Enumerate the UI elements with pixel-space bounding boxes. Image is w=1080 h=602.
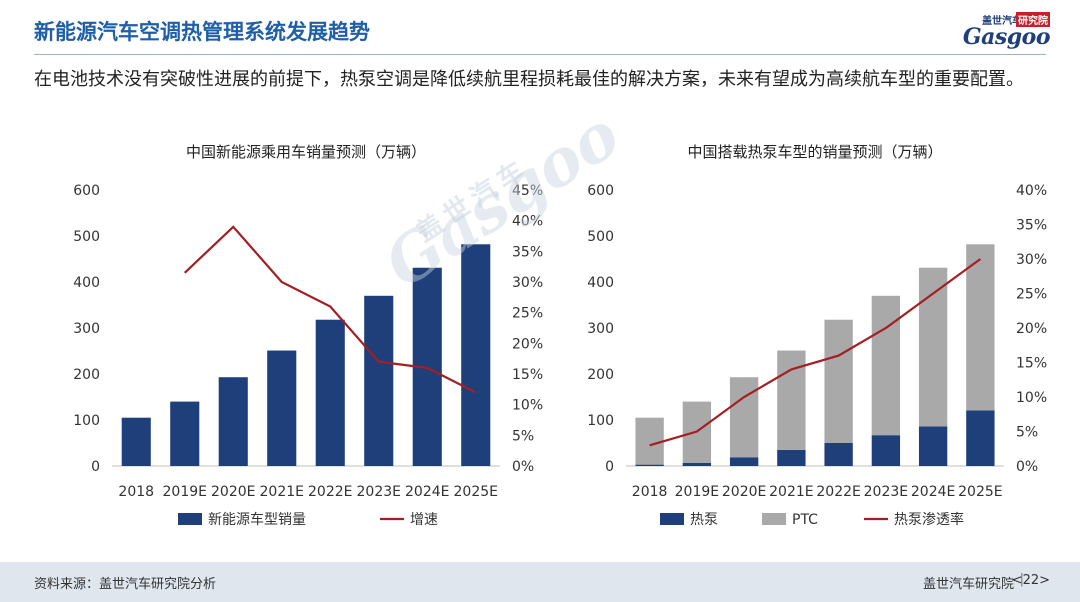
x-tick-label: 2023E bbox=[864, 484, 908, 500]
gasgoo-logo: 盖世汽车 研究院 Gasgoo bbox=[930, 12, 1051, 50]
bar bbox=[218, 377, 248, 466]
x-tick-label: 2021E bbox=[769, 484, 813, 500]
right-tick-label: 30% bbox=[512, 275, 543, 291]
x-tick-label: 2019E bbox=[675, 484, 719, 500]
stack-bar-heat-pump bbox=[824, 443, 853, 466]
right-tick-label: 25% bbox=[1016, 287, 1047, 303]
right-tick-label: 15% bbox=[1016, 356, 1047, 372]
x-tick-label: 2018 bbox=[118, 484, 154, 500]
logo-cn-text: 盖世汽车 bbox=[982, 16, 1022, 27]
right-tick-label: 10% bbox=[512, 398, 543, 414]
right-tick-label: 0% bbox=[512, 459, 534, 475]
right-tick-label: 35% bbox=[1016, 218, 1047, 234]
left-tick-label: 300 bbox=[587, 321, 614, 337]
title-divider bbox=[34, 54, 1046, 55]
right-tick-label: 45% bbox=[512, 183, 543, 199]
x-tick-label: 2024E bbox=[405, 484, 449, 500]
right-tick-label: 30% bbox=[1016, 252, 1047, 268]
bar bbox=[170, 401, 200, 466]
right-tick-label: 40% bbox=[1016, 183, 1047, 199]
stack-bar-heat-pump bbox=[918, 426, 948, 466]
logo-tag: 研究院 bbox=[1016, 12, 1050, 27]
legend-label: 热泵渗透率 bbox=[894, 511, 964, 528]
stack-bar-heat-pump bbox=[966, 410, 995, 466]
x-tick-label: 2022E bbox=[816, 484, 860, 500]
x-tick-label: 2022E bbox=[308, 484, 352, 500]
subtitle: 在电池技术没有突破性进展的前提下，热泵空调是降低续航里程损耗最佳的解决方案，未来… bbox=[34, 69, 1024, 90]
series-line bbox=[649, 258, 982, 447]
legend-label: PTC bbox=[792, 512, 818, 528]
left-tick-label: 600 bbox=[587, 183, 614, 199]
left-tick-label: 0 bbox=[605, 459, 614, 475]
bar bbox=[267, 350, 297, 466]
right-tick-label: 25% bbox=[512, 306, 543, 322]
x-tick-label: 2020E bbox=[722, 484, 766, 500]
left-tick-label: 100 bbox=[73, 413, 100, 429]
stack-bar-heat-pump bbox=[729, 457, 759, 466]
right-tick-label: 15% bbox=[512, 367, 543, 383]
right-tick-label: 10% bbox=[1016, 390, 1047, 406]
stack-bar-heat-pump bbox=[871, 435, 901, 466]
right-tick-label: 20% bbox=[1016, 321, 1047, 337]
left-tick-label: 500 bbox=[73, 229, 100, 245]
x-tick-label: 2025E bbox=[958, 484, 1002, 500]
page-title: 新能源汽车空调热管理系统发展趋势 bbox=[34, 20, 370, 44]
stack-bar-ptc bbox=[635, 417, 664, 465]
right-tick-label: 35% bbox=[512, 244, 543, 260]
left-tick-label: 600 bbox=[73, 183, 100, 199]
x-tick-label: 2019E bbox=[163, 484, 207, 500]
stack-bar-heat-pump bbox=[635, 464, 664, 466]
footer-org: 盖世汽车研究院 bbox=[922, 577, 1014, 592]
right-tick-label: 5% bbox=[512, 428, 534, 444]
legend-label: 新能源车型销量 bbox=[208, 511, 306, 528]
x-tick-label: 2023E bbox=[357, 484, 401, 500]
x-tick-label: 2018 bbox=[632, 484, 668, 500]
x-tick-label: 2020E bbox=[211, 484, 255, 500]
chart-title: 中国搭载热泵车型的销量预测（万辆） bbox=[687, 143, 942, 161]
left-tick-label: 400 bbox=[587, 275, 614, 291]
stack-bar-ptc bbox=[871, 295, 901, 436]
logo-en-text: Gasgoo bbox=[962, 24, 1051, 50]
page-number: <22> bbox=[1011, 573, 1050, 588]
chart-heat-pump-sales: 中国搭载热泵车型的销量预测（万辆） 0 100 200 300 400 500 600 0% 5%… bbox=[560, 140, 1060, 540]
left-tick-label: 100 bbox=[587, 413, 614, 429]
stack-bar-ptc bbox=[918, 267, 948, 427]
chart-nev-sales: 中国新能源乘用车销量预测（万辆） 0 100 200 300 400 500 600 0% 5% 1… bbox=[40, 140, 560, 540]
right-tick-label: 40% bbox=[512, 214, 543, 230]
stack-bar-ptc bbox=[729, 377, 759, 458]
bar bbox=[121, 417, 151, 466]
legend-label: 热泵 bbox=[690, 512, 718, 528]
chart-svg-1: 中国新能源乘用车销量预测（万辆） 0 100 200 300 400 500 600 0% 5% 1… bbox=[73, 143, 543, 528]
chart-svg-2: 中国搭载热泵车型的销量预测（万辆） 0 100 200 300 400 500 600 0% 5%… bbox=[587, 143, 1047, 528]
x-tick-label: 2024E bbox=[911, 484, 955, 500]
right-tick-label: 20% bbox=[512, 336, 543, 352]
x-tick-label: 2021E bbox=[260, 484, 304, 500]
left-tick-label: 200 bbox=[587, 367, 614, 383]
legend-swatch bbox=[762, 513, 786, 525]
stack-bar-heat-pump bbox=[777, 449, 806, 466]
left-tick-label: 300 bbox=[73, 321, 100, 337]
chart-title: 中国新能源乘用车销量预测（万辆） bbox=[186, 143, 426, 161]
footer: 资料来源：盖世汽车研究院分析 盖世汽车研究院 | <22> bbox=[0, 562, 1080, 602]
left-tick-label: 0 bbox=[91, 459, 100, 475]
legend-swatch bbox=[660, 513, 684, 525]
legend-swatch bbox=[178, 513, 202, 525]
source-note: 资料来源：盖世汽车研究院分析 bbox=[34, 577, 217, 592]
bar bbox=[461, 244, 491, 466]
right-tick-label: 5% bbox=[1016, 425, 1038, 441]
stack-bar-ptc bbox=[966, 244, 995, 411]
left-tick-label: 500 bbox=[587, 229, 614, 245]
x-tick-label: 2025E bbox=[454, 484, 498, 500]
footer-separator: | bbox=[1019, 572, 1024, 587]
stack-bar-heat-pump bbox=[682, 462, 712, 466]
series-line bbox=[183, 225, 477, 394]
left-tick-label: 200 bbox=[73, 367, 100, 383]
right-tick-label: 0% bbox=[1016, 459, 1038, 475]
bar bbox=[364, 295, 394, 466]
left-tick-label: 400 bbox=[73, 275, 100, 291]
legend-label: 增速 bbox=[410, 512, 438, 528]
bar bbox=[315, 319, 345, 466]
stack-bar-ptc bbox=[824, 319, 853, 443]
